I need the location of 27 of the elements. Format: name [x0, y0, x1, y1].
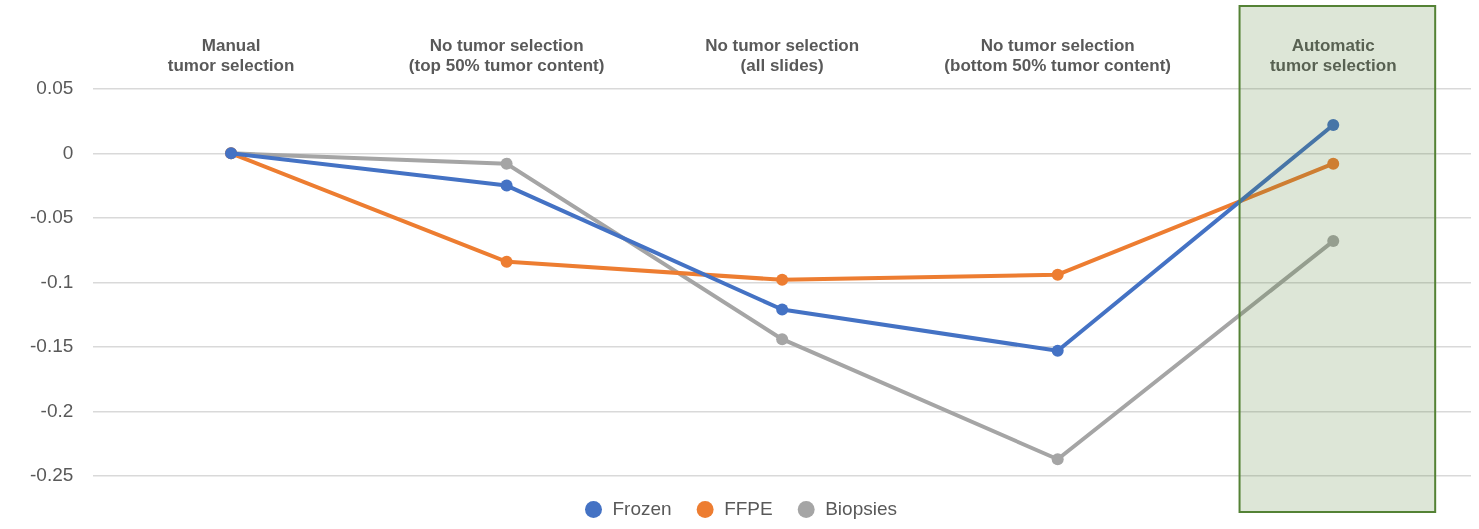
point	[1051, 453, 1064, 466]
legend-label: Biopsies	[825, 497, 898, 519]
point	[1327, 157, 1340, 170]
x-tick-label: Manual tumor selection	[167, 35, 295, 76]
x-tick-label: No tumor selection (top 50% tumor content)	[408, 35, 605, 76]
x-tick-label: No tumor selection (all slides)	[705, 35, 860, 76]
y-tick-label: -0.2	[40, 399, 74, 421]
point	[500, 255, 513, 268]
y-tick-label: -0.05	[29, 206, 74, 228]
point	[1051, 344, 1064, 357]
point	[1327, 235, 1340, 248]
point	[776, 333, 789, 346]
point	[1051, 268, 1064, 281]
x-tick-label: No tumor selection (bottom 50% tumor content)	[944, 35, 1172, 76]
y-tick-label: 0.05	[36, 77, 74, 99]
y-tick-label: -0.25	[29, 464, 74, 486]
y-tick-label: -0.1	[40, 270, 74, 292]
legend-label: Frozen	[612, 497, 672, 519]
point	[500, 179, 513, 192]
y-tick-label: -0.15	[29, 335, 74, 357]
x-tick-label: Automatic tumor selection	[1269, 35, 1397, 76]
point	[1327, 118, 1340, 131]
y-tick-label: 0	[62, 141, 74, 163]
point	[500, 157, 513, 170]
point	[776, 273, 789, 286]
legend-label: FFPE	[724, 497, 773, 519]
point	[776, 303, 789, 316]
